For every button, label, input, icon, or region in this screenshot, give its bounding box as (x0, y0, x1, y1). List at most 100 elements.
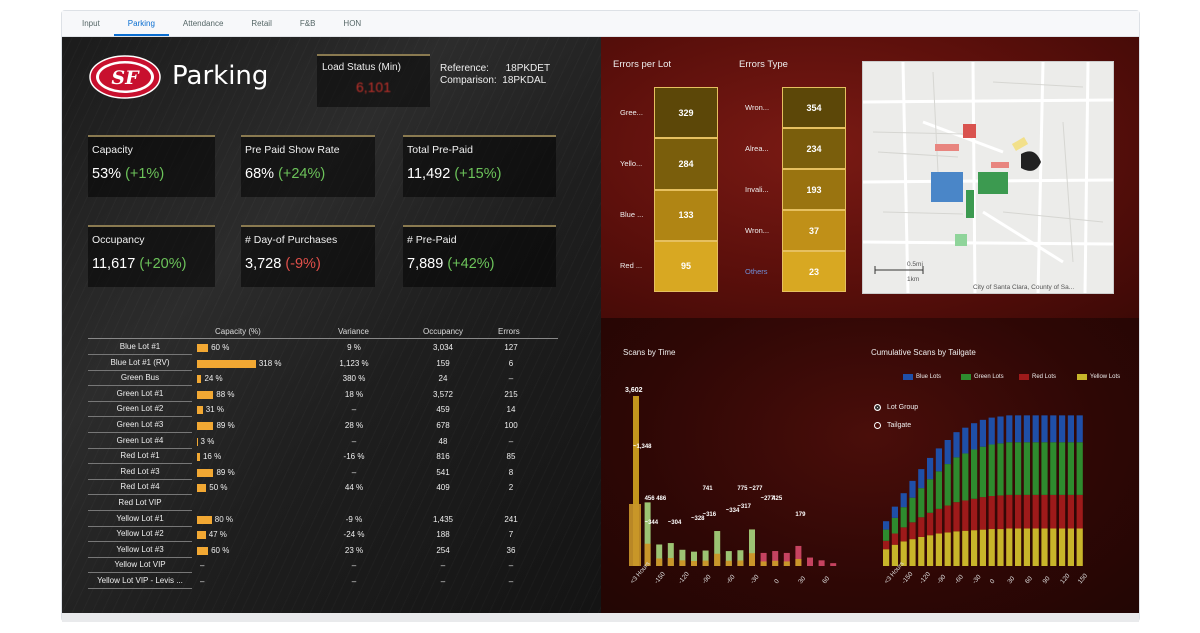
cumulative-bar-segment[interactable] (971, 449, 978, 499)
cumulative-bar-segment[interactable] (883, 549, 890, 566)
cumulative-bar-segment[interactable] (935, 508, 942, 534)
scan-bar[interactable] (679, 549, 686, 566)
cumulative-bar-segment[interactable] (944, 532, 951, 566)
cumulative-bar-segment[interactable] (1006, 415, 1013, 443)
error-segment[interactable]: 284 (654, 138, 718, 190)
cumulative-bar-segment[interactable] (918, 488, 925, 518)
cumulative-bar-segment[interactable] (891, 544, 898, 566)
cumulative-bar-segment[interactable] (1015, 528, 1022, 566)
cumulative-bar-segment[interactable] (927, 479, 934, 513)
table-row[interactable]: Blue Lot #1 (RV) 318 % 1,123 % 159 6 (88, 356, 558, 372)
cumulative-bar-segment[interactable] (918, 469, 925, 489)
tab-parking[interactable]: Parking (113, 11, 169, 36)
scan-bar[interactable] (783, 552, 790, 566)
cumulative-bar-segment[interactable] (1015, 415, 1022, 443)
cumulative-bar-segment[interactable] (962, 500, 969, 531)
cumulative-bar-segment[interactable] (944, 464, 951, 506)
table-row[interactable]: Yellow Lot VIP - Levis ... – – – – (88, 574, 558, 590)
cumulative-bar-segment[interactable] (1032, 442, 1039, 495)
table-row[interactable]: Red Lot VIP (88, 496, 558, 512)
scan-bar[interactable] (633, 396, 639, 566)
cumulative-bar-segment[interactable] (1067, 528, 1074, 566)
cumulative-bar-segment[interactable] (935, 448, 942, 472)
cumulative-bar-segment[interactable] (988, 444, 995, 496)
cumulative-bar-segment[interactable] (1006, 442, 1013, 495)
cumulative-bar-segment[interactable] (962, 530, 969, 566)
cumulative-bar-segment[interactable] (1023, 528, 1030, 566)
cumulative-bar-segment[interactable] (1032, 494, 1039, 529)
error-segment[interactable]: 354 (782, 87, 846, 128)
scan-bar[interactable] (760, 552, 767, 566)
radio-tailgate[interactable]: Tailgate (874, 422, 911, 429)
table-row[interactable]: Yellow Lot #1 80 % -9 % 1,435 241 (88, 512, 558, 528)
table-row[interactable]: Green Lot #1 88 % 18 % 3,572 215 (88, 387, 558, 403)
table-row[interactable]: Yellow Lot #2 47 % -24 % 188 7 (88, 527, 558, 543)
scan-bar[interactable] (702, 550, 709, 566)
cumulative-bar-segment[interactable] (1067, 494, 1074, 529)
scan-bar[interactable] (656, 544, 663, 566)
table-row[interactable]: Green Bus 24 % 380 % 24 – (88, 371, 558, 387)
parking-map[interactable]: 0.5mi 1km City of Santa Clara, County of… (862, 61, 1114, 294)
cumulative-bar-segment[interactable] (900, 507, 907, 528)
table-row[interactable]: Blue Lot #1 60 % 9 % 3,034 127 (88, 340, 558, 356)
table-row[interactable]: Red Lot #3 89 % – 541 8 (88, 465, 558, 481)
radio-dot[interactable] (874, 404, 881, 411)
cumulative-bar-segment[interactable] (1023, 415, 1030, 443)
error-segment[interactable]: 234 (782, 128, 846, 169)
cumulative-bar-segment[interactable] (988, 529, 995, 566)
cumulative-bar-segment[interactable] (900, 541, 907, 566)
cumulative-bar-segment[interactable] (891, 506, 898, 518)
scan-bar[interactable] (795, 545, 802, 566)
scan-bar-early[interactable] (629, 504, 641, 566)
cumulative-bar-segment[interactable] (1023, 494, 1030, 529)
cumulative-bar-segment[interactable] (909, 497, 916, 523)
cumulative-bar-segment[interactable] (1050, 494, 1057, 529)
error-segment[interactable]: 329 (654, 87, 718, 139)
cumulative-bar-segment[interactable] (1067, 442, 1074, 495)
cumulative-bar-segment[interactable] (997, 495, 1004, 530)
radio-dot[interactable] (874, 422, 881, 429)
scan-bar[interactable] (749, 529, 755, 566)
scan-bar[interactable] (807, 557, 813, 566)
cumulative-bar-segment[interactable] (953, 457, 960, 503)
cumulative-bar-segment[interactable] (1041, 528, 1048, 566)
cumulative-bar-segment[interactable] (997, 529, 1004, 566)
table-row[interactable]: Yellow Lot VIP – – – – (88, 558, 558, 574)
radio-lot-group[interactable]: Lot Group (874, 404, 918, 411)
cumulative-bar-segment[interactable] (1041, 494, 1048, 529)
cumulative-bar-segment[interactable] (1006, 528, 1013, 566)
table-row[interactable]: Yellow Lot #3 60 % 23 % 254 36 (88, 543, 558, 559)
scan-bar[interactable] (644, 502, 651, 566)
error-segment[interactable]: 193 (782, 169, 846, 210)
cumulative-bar-segment[interactable] (935, 471, 942, 509)
scan-bar[interactable] (725, 551, 732, 566)
cumulative-bar-segment[interactable] (988, 496, 995, 530)
cumulative-bar-segment[interactable] (944, 505, 951, 533)
cumulative-bar-segment[interactable] (900, 493, 907, 508)
cumulative-bar-segment[interactable] (1050, 528, 1057, 566)
cumulative-bar-segment[interactable] (997, 443, 1004, 496)
scan-bar[interactable] (830, 563, 837, 566)
cumulative-bar-segment[interactable] (979, 419, 986, 447)
scan-bar[interactable] (667, 543, 674, 566)
tab-retail[interactable]: Retail (251, 19, 272, 28)
error-segment[interactable]: 95 (654, 240, 718, 292)
cumulative-bar-segment[interactable] (918, 517, 925, 537)
cumulative-bar-segment[interactable] (891, 517, 898, 534)
cumulative-bar-segment[interactable] (953, 502, 960, 532)
cumulative-bar-segment[interactable] (935, 533, 942, 566)
table-row[interactable]: Red Lot #1 16 % -16 % 816 85 (88, 449, 558, 465)
cumulative-bar-segment[interactable] (909, 522, 916, 540)
cumulative-bar-segment[interactable] (918, 536, 925, 566)
cumulative-bar-segment[interactable] (1041, 415, 1048, 443)
cumulative-bar-segment[interactable] (1050, 415, 1057, 443)
cumulative-bar-segment[interactable] (883, 529, 890, 541)
error-segment[interactable]: 23 (782, 251, 846, 292)
table-row[interactable]: Green Lot #3 89 % 28 % 678 100 (88, 418, 558, 434)
cumulative-bar-segment[interactable] (891, 533, 898, 545)
cumulative-bar-segment[interactable] (1076, 442, 1083, 495)
cumulative-bar-segment[interactable] (883, 521, 890, 530)
scan-bar[interactable] (818, 560, 825, 566)
cumulative-bar-segment[interactable] (971, 498, 978, 531)
table-row[interactable]: Red Lot #4 50 % 44 % 409 2 (88, 480, 558, 496)
